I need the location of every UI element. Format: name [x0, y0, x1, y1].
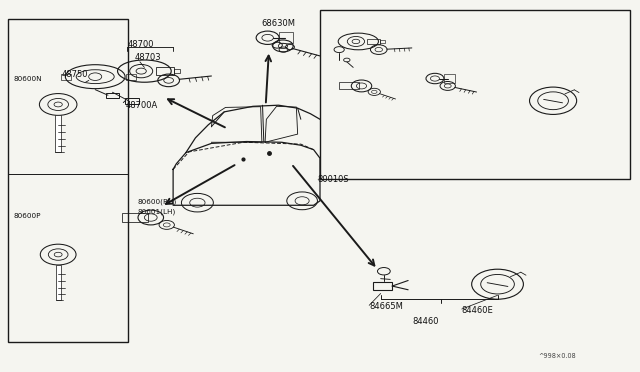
Text: 84460: 84460	[413, 317, 439, 326]
Text: 48700A: 48700A	[125, 101, 157, 110]
Text: 80600P: 80600P	[13, 213, 41, 219]
Bar	[373, 282, 392, 290]
Bar	[61, 74, 71, 80]
Polygon shape	[56, 265, 61, 300]
Text: 80010S: 80010S	[317, 175, 349, 184]
Bar	[122, 213, 148, 222]
Bar	[367, 39, 380, 44]
Bar	[279, 32, 293, 43]
Text: 80601(LH): 80601(LH)	[138, 209, 176, 215]
Bar	[125, 98, 140, 104]
Bar	[126, 74, 136, 80]
Text: 80600(RH): 80600(RH)	[138, 198, 177, 205]
Text: 48750: 48750	[61, 70, 88, 79]
Bar	[444, 74, 454, 83]
Bar	[320, 10, 630, 179]
Bar	[8, 19, 129, 341]
Bar	[339, 82, 359, 90]
Text: 80600N: 80600N	[13, 76, 42, 81]
Bar	[380, 40, 385, 43]
Text: 68630M: 68630M	[261, 19, 295, 28]
Bar	[173, 69, 180, 73]
Polygon shape	[56, 115, 61, 152]
Text: 84460E: 84460E	[462, 306, 493, 315]
Text: 48703: 48703	[135, 53, 161, 62]
Bar	[156, 67, 173, 75]
Text: ^998×0.08: ^998×0.08	[538, 353, 576, 359]
Text: 84665M: 84665M	[369, 302, 403, 311]
Text: 48700: 48700	[127, 40, 154, 49]
Bar	[106, 93, 119, 98]
